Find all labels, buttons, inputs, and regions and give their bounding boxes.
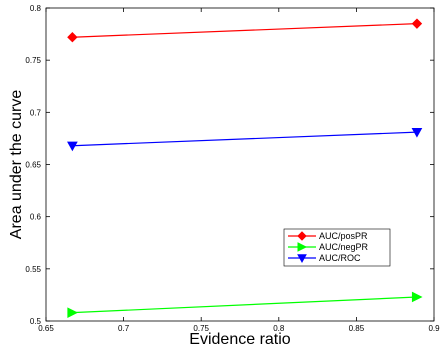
data-point-marker xyxy=(411,128,423,138)
y-tick-label: 0.65 xyxy=(25,161,41,170)
y-tick-label: 0.8 xyxy=(30,4,42,13)
data-point-marker xyxy=(297,242,308,252)
legend-item: AUC/negPR xyxy=(288,242,369,252)
series-group xyxy=(67,18,423,318)
legend-item: AUC/posPR xyxy=(288,231,368,241)
legend-label: AUC/ROC xyxy=(319,253,361,263)
y-axis-label: Area under the curve xyxy=(8,90,25,240)
x-tick-label: 0.65 xyxy=(38,324,54,333)
x-tick-label: 0.85 xyxy=(349,324,365,333)
series-line xyxy=(72,23,417,38)
data-point-marker xyxy=(411,291,423,303)
series-auc-roc xyxy=(67,128,423,152)
data-point-marker xyxy=(297,231,307,241)
data-point-marker xyxy=(297,254,307,264)
y-tick-label: 0.75 xyxy=(25,56,41,65)
x-tick-label: 0.7 xyxy=(118,324,130,333)
y-tick-label: 0.6 xyxy=(30,213,42,222)
y-axis-ticks: 0.5 0.55 0.6 0.65 0.7 0.75 0.8 xyxy=(25,4,434,326)
legend-label: AUC/negPR xyxy=(319,242,369,252)
data-point-marker xyxy=(411,18,423,29)
data-point-marker xyxy=(67,141,78,152)
data-point-marker xyxy=(67,307,79,318)
legend-label: AUC/posPR xyxy=(319,231,368,241)
y-tick-label: 0.5 xyxy=(30,317,42,326)
y-tick-label: 0.7 xyxy=(30,108,42,117)
series-line xyxy=(72,131,417,147)
series-line xyxy=(72,296,417,314)
x-tick-label: 0.75 xyxy=(193,324,209,333)
x-tick-label: 0.8 xyxy=(273,324,285,333)
data-point-marker xyxy=(67,32,78,43)
plot-frame xyxy=(45,7,435,322)
x-tick-label: 0.9 xyxy=(428,324,440,333)
x-axis-ticks: 0.65 0.7 0.75 0.8 0.85 0.9 xyxy=(38,8,440,333)
x-axis-label: Evidence ratio xyxy=(189,331,290,348)
series-auc-pospr xyxy=(67,18,423,43)
series-auc-negpr xyxy=(67,291,423,318)
y-tick-label: 0.55 xyxy=(25,265,41,274)
legend-item: AUC/ROC xyxy=(288,253,361,264)
